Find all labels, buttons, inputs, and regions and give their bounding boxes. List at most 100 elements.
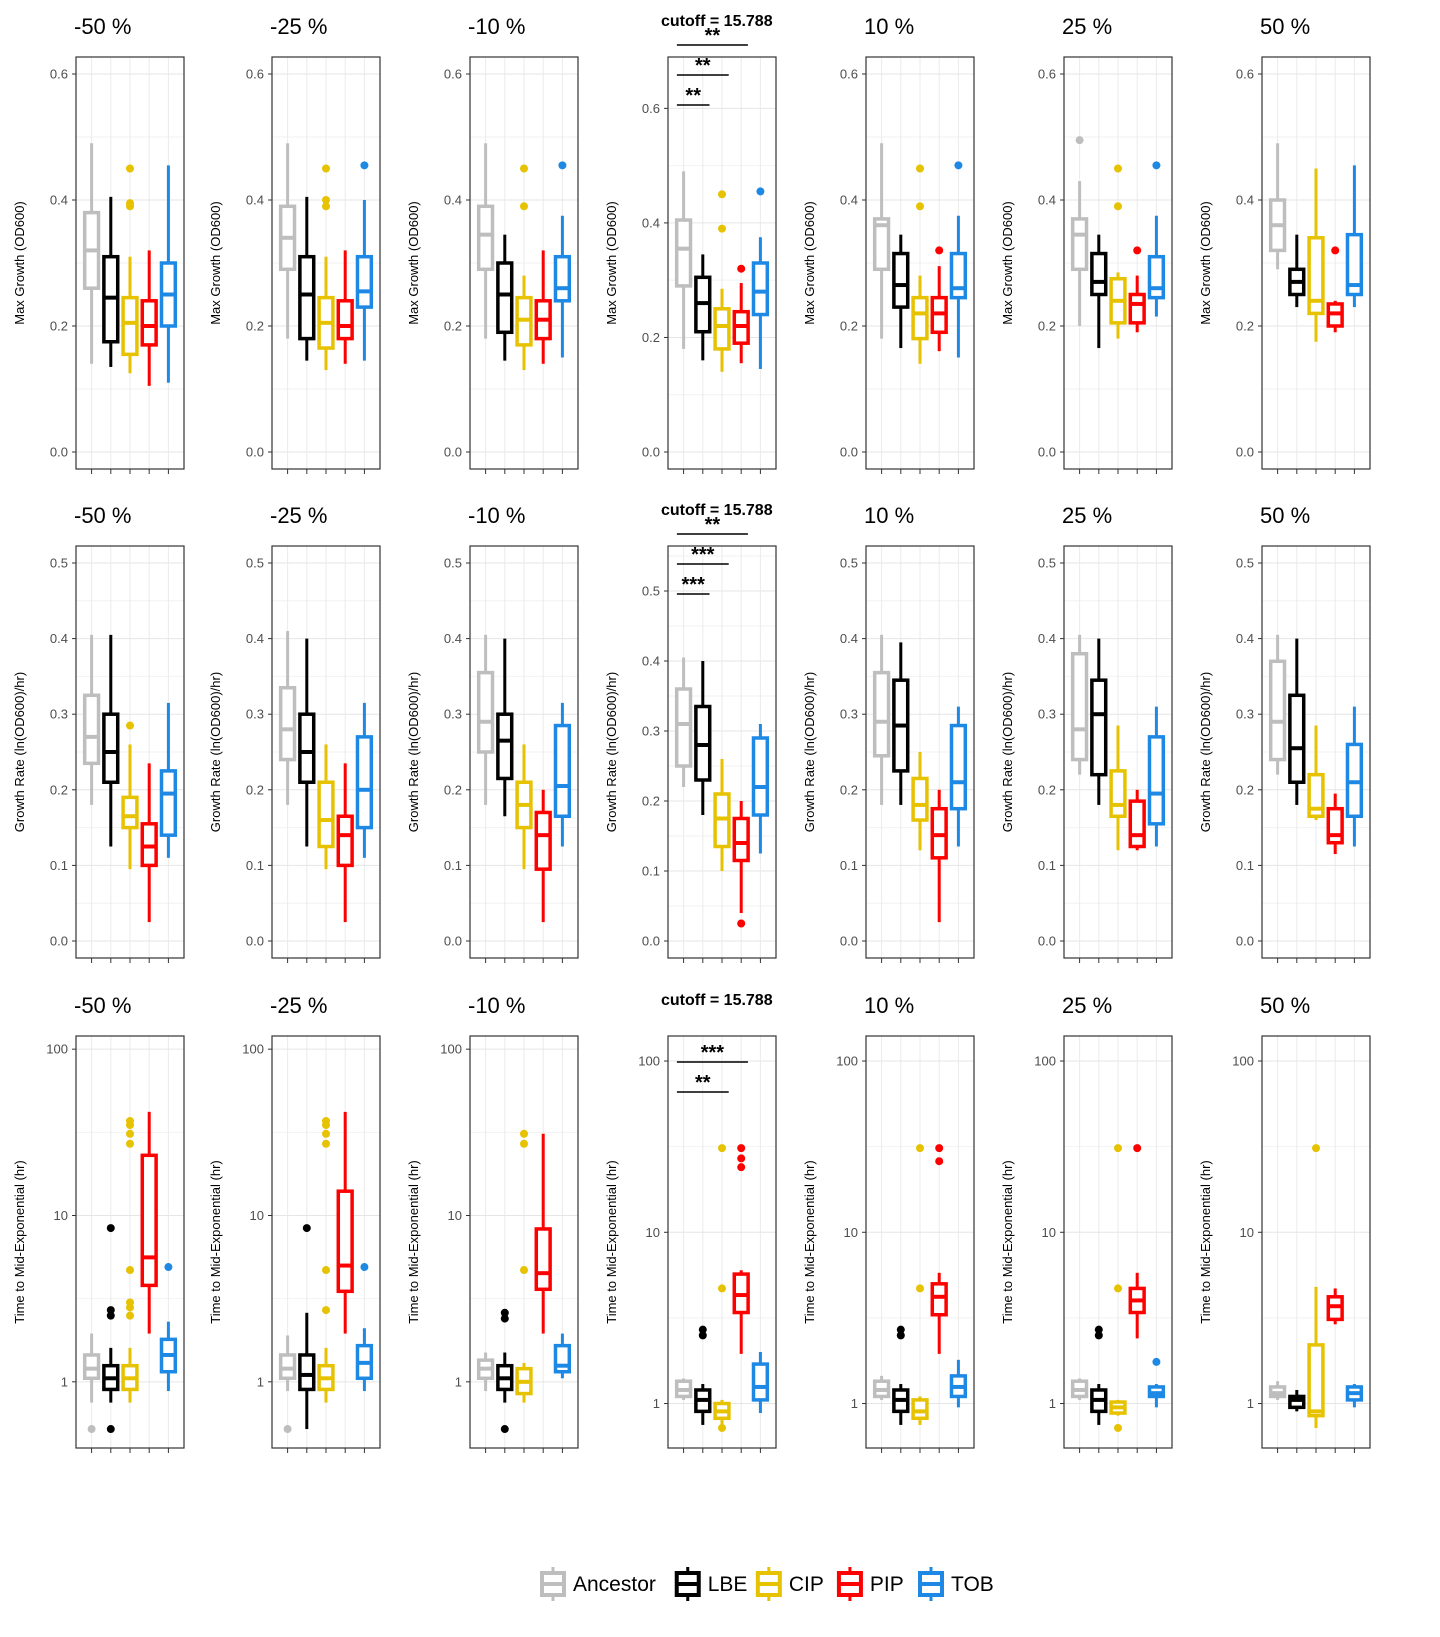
box-iqr (102, 712, 120, 784)
outlier-point (698, 1331, 707, 1340)
box-iqr (1070, 651, 1089, 762)
box-cip (713, 758, 731, 871)
box-iqr (1345, 232, 1364, 297)
y-tick-label: 0.2 (840, 318, 858, 333)
significance-label: ** (695, 1072, 711, 1094)
y-tick-label: 0.5 (1236, 556, 1254, 571)
box-cip (713, 1144, 731, 1432)
box-iqr (140, 1153, 158, 1288)
box-tob (1345, 165, 1364, 308)
outlier-point (954, 161, 963, 170)
panel-title: -25 % (270, 14, 327, 39)
box-iqr (121, 795, 139, 830)
box-ancestor (1070, 136, 1089, 326)
y-tick-label: 0.0 (50, 444, 68, 459)
box-iqr (553, 1343, 572, 1374)
box-pip (930, 246, 948, 352)
y-tick-label: 0.2 (1236, 782, 1254, 797)
y-axis-label: Time to Mid-Exponential (hr) (1198, 1160, 1213, 1324)
y-axis-label: Growth Rate (ln(OD600)/hr) (802, 672, 817, 832)
y-axis-label: Max Growth (OD600) (208, 201, 223, 325)
box-lbe (102, 1224, 120, 1434)
box-iqr (298, 254, 316, 341)
box-iqr (751, 261, 770, 317)
panel-title: -50 % (74, 503, 131, 528)
outlier-point (1094, 1331, 1103, 1340)
y-tick-label: 1 (257, 1374, 264, 1389)
y-tick-label: 0.0 (642, 444, 660, 459)
box-iqr (751, 1362, 770, 1402)
y-tick-label: 100 (440, 1042, 462, 1057)
y-tick-label: 0.2 (444, 318, 462, 333)
outlier-point (106, 1224, 115, 1233)
box-cip (1109, 164, 1127, 339)
outlier-point (322, 202, 330, 211)
outlier-point (558, 161, 567, 170)
panel-title: 50 % (1260, 14, 1310, 39)
y-tick-label: 0.3 (50, 707, 68, 722)
outlier-point (1152, 1357, 1161, 1366)
legend-label: Ancestor (573, 1573, 656, 1596)
box-pip (1326, 1288, 1344, 1325)
box-pip (534, 789, 552, 923)
panel-title: -10 % (468, 14, 525, 39)
panel-title: cutoff = 15.788 (661, 502, 773, 519)
outlier-point (164, 1263, 173, 1272)
box-pip (732, 800, 750, 928)
y-tick-label: 10 (646, 1225, 660, 1240)
y-tick-label: 0.6 (1038, 67, 1056, 82)
box-lbe (102, 634, 120, 847)
outlier-point (737, 919, 746, 928)
box-ancestor (1070, 1378, 1089, 1400)
y-tick-label: 0.2 (50, 782, 68, 797)
box-iqr (355, 735, 374, 830)
outlier-point (322, 1116, 330, 1125)
outlier-point (1075, 136, 1084, 145)
outlier-point (718, 1423, 726, 1432)
outlier-point (520, 202, 528, 211)
significance-label: ** (705, 25, 721, 47)
panel-title: cutoff = 15.788 (661, 992, 773, 1009)
box-tob (1147, 1357, 1166, 1408)
box-iqr (159, 769, 178, 837)
box-tob (1147, 706, 1166, 847)
y-tick-label: 0.0 (1236, 933, 1254, 948)
box-iqr (1307, 1343, 1325, 1418)
box-iqr (1307, 236, 1325, 316)
y-tick-label: 0.5 (246, 556, 264, 571)
y-tick-label: 0.1 (840, 858, 858, 873)
box-tob (355, 702, 374, 858)
y-axis-label: Max Growth (OD600) (1198, 201, 1213, 325)
y-tick-label: 0.4 (840, 631, 858, 646)
y-tick-label: 0.6 (840, 67, 858, 82)
panel-border (865, 56, 975, 470)
box-lbe (892, 642, 910, 805)
outlier-point (322, 196, 330, 205)
significance-label: ** (685, 85, 701, 107)
y-axis-label: Max Growth (OD600) (1000, 201, 1015, 325)
y-tick-label: 0.4 (1038, 631, 1056, 646)
panel-14: 1 10 100 -50 % Time to Mid-Exponential (hr) (12, 993, 185, 1453)
outlier-point (1331, 246, 1340, 255)
panel-7: 0.0 0.1 0.2 0.3 0.4 0.5 -50 % Growth Rate (ln(O… (12, 503, 185, 963)
y-tick-label: 0.3 (840, 707, 858, 722)
y-tick-label: 0.3 (444, 707, 462, 722)
box-cip (317, 1116, 335, 1403)
significance-label: *** (682, 574, 706, 596)
outlier-point (520, 1266, 528, 1275)
outlier-point (126, 1116, 134, 1125)
box-lbe (1288, 234, 1306, 308)
y-tick-label: 0.2 (642, 330, 660, 345)
box-ancestor (1268, 143, 1287, 270)
y-tick-label: 0.4 (1038, 193, 1056, 208)
outlier-point (322, 164, 330, 173)
box-iqr (911, 776, 929, 822)
panel-title: 25 % (1062, 993, 1112, 1018)
y-tick-label: 0.6 (246, 67, 264, 82)
y-tick-label: 100 (1232, 1054, 1254, 1069)
box-ancestor (82, 634, 101, 805)
box-ancestor (278, 1335, 297, 1434)
box-iqr (1288, 693, 1306, 784)
box-lbe (1090, 638, 1108, 805)
y-tick-label: 0.1 (50, 858, 68, 873)
